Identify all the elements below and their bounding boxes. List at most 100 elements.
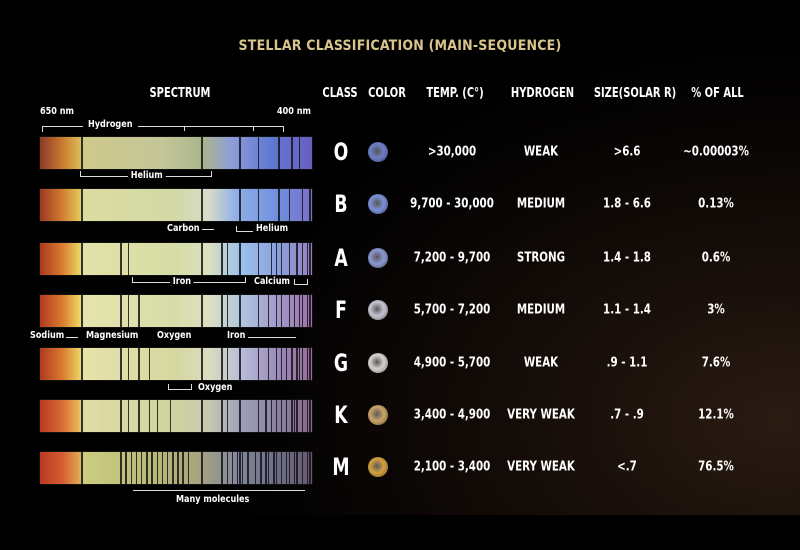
absorption-line [128, 243, 130, 275]
class-letter: F [335, 296, 347, 324]
calcium-bracket [294, 279, 308, 285]
absorption-line [146, 452, 148, 484]
absorption-line [81, 137, 84, 169]
oxygen-g-bracket [168, 384, 192, 390]
absorption-line [128, 400, 130, 432]
absorption-line [81, 452, 84, 484]
absorption-line [299, 137, 301, 169]
absorption-line [301, 295, 304, 327]
absorption-line [138, 295, 140, 327]
absorption-line [265, 452, 267, 484]
absorption-line [81, 295, 84, 327]
absorption-line [239, 400, 241, 432]
absorption-line [301, 452, 304, 484]
hydrogen-value: MEDIUM [516, 302, 566, 318]
absorption-line [280, 348, 283, 380]
label-carbon: Carbon [167, 223, 200, 234]
absorption-line [128, 295, 130, 327]
absorption-line [286, 452, 288, 484]
star-color-swatch [368, 405, 388, 425]
label-oxygen-g: Oxygen [198, 382, 233, 393]
absorption-line [257, 243, 259, 275]
header-hydrogen: HYDROGEN [510, 86, 575, 101]
absorption-line [288, 189, 291, 221]
spectrum-strip-a [40, 243, 312, 275]
absorption-line [260, 452, 262, 484]
absorption-line [257, 348, 259, 380]
absorption-line [125, 452, 127, 484]
absorption-line [278, 137, 280, 169]
absorption-line [299, 348, 301, 380]
absorption-line [293, 295, 296, 327]
absorption-line [280, 400, 283, 432]
absorption-line [120, 295, 122, 327]
hydrogen-tick [184, 126, 185, 131]
absorption-line [257, 189, 259, 221]
hydrogen-value: VERY WEAK [507, 459, 575, 475]
page-title: STELLAR CLASSIFICATION (MAIN-SEQUENCE) [238, 38, 562, 54]
absorption-line [138, 400, 140, 432]
absorption-line [120, 400, 122, 432]
absorption-line [301, 348, 304, 380]
absorption-line [156, 400, 158, 432]
absorption-line [293, 400, 296, 432]
absorption-line [141, 452, 143, 484]
absorption-line [296, 243, 298, 275]
absorption-line [309, 189, 311, 221]
spectrum-strip-b [40, 189, 312, 221]
label-magnesium: Magnesium [86, 330, 139, 341]
class-letter: O [333, 138, 349, 166]
temperature-value: 5,700 - 7,200 [413, 302, 491, 318]
absorption-line [247, 452, 249, 484]
label-sodium: Sodium [30, 330, 65, 341]
absorption-line [270, 243, 272, 275]
hydrogen-value: VERY WEAK [507, 407, 575, 423]
percent-value: 0.13% [698, 196, 734, 212]
absorption-line [200, 348, 203, 380]
star-color-swatch [368, 194, 388, 214]
absorption-line [275, 243, 278, 275]
label-iron-a: Iron [170, 276, 194, 287]
spectrum-strip-g [40, 348, 312, 380]
absorption-line [226, 452, 228, 484]
class-letter: B [334, 190, 348, 218]
absorption-line [239, 452, 241, 484]
absorption-line [239, 137, 241, 169]
star-color-swatch [368, 457, 388, 477]
absorption-line [239, 243, 241, 275]
absorption-line [267, 348, 270, 380]
absorption-line [226, 295, 228, 327]
absorption-line [231, 452, 234, 484]
class-letter: K [334, 401, 348, 429]
temperature-value: 4,900 - 5,700 [413, 355, 491, 371]
hydrogen-value: MEDIUM [516, 196, 566, 212]
absorption-line [306, 452, 309, 484]
absorption-line [291, 348, 293, 380]
absorption-line [301, 243, 304, 275]
class-letter: A [334, 244, 348, 272]
size-value: >6.6 [613, 144, 641, 160]
absorption-line [270, 400, 272, 432]
absorption-line [135, 452, 138, 484]
absorption-line [130, 452, 133, 484]
absorption-line [81, 348, 84, 380]
iron-f-line [248, 337, 296, 338]
absorption-line [278, 189, 280, 221]
header-percent: % OF ALL [691, 86, 744, 101]
hydrogen-tick [253, 126, 254, 131]
label-helium-o: Helium [128, 170, 166, 181]
absorption-line [239, 295, 241, 327]
header-size: SIZE(SOLAR R) [593, 86, 677, 101]
absorption-line [257, 295, 259, 327]
absorption-line [151, 452, 153, 484]
absorption-line [148, 348, 151, 380]
absorption-line [221, 400, 223, 432]
absorption-line [291, 400, 293, 432]
absorption-line [221, 348, 223, 380]
absorption-line [299, 295, 301, 327]
label-oxygen-f: Oxygen [157, 330, 192, 341]
absorption-line [267, 452, 270, 484]
absorption-line [306, 295, 309, 327]
absorption-line [275, 400, 278, 432]
hydrogen-value: WEAK [523, 355, 559, 371]
